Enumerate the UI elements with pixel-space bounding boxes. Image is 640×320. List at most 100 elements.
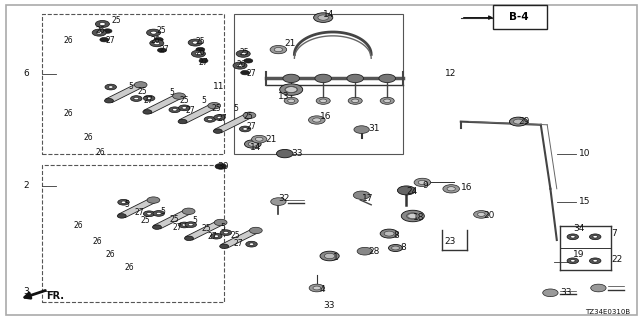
Circle shape bbox=[100, 37, 109, 42]
Text: 33: 33 bbox=[291, 149, 303, 158]
Circle shape bbox=[96, 31, 102, 34]
Circle shape bbox=[152, 225, 161, 229]
Bar bbox=[234, 14, 403, 154]
Text: 25: 25 bbox=[138, 87, 147, 96]
Circle shape bbox=[239, 126, 251, 132]
Polygon shape bbox=[118, 198, 157, 218]
Circle shape bbox=[215, 164, 227, 169]
Circle shape bbox=[314, 13, 333, 22]
Text: 33: 33 bbox=[560, 288, 572, 297]
Circle shape bbox=[380, 97, 394, 104]
Circle shape bbox=[397, 186, 415, 195]
Text: 25: 25 bbox=[179, 96, 189, 105]
Circle shape bbox=[220, 244, 228, 249]
Text: 26: 26 bbox=[96, 148, 106, 156]
Circle shape bbox=[244, 59, 253, 63]
Text: 28: 28 bbox=[368, 247, 380, 256]
Circle shape bbox=[570, 236, 575, 238]
Circle shape bbox=[285, 86, 298, 93]
Text: 26: 26 bbox=[150, 36, 160, 44]
Text: 25: 25 bbox=[202, 224, 211, 233]
Text: 10: 10 bbox=[579, 149, 591, 158]
Circle shape bbox=[250, 227, 262, 234]
Circle shape bbox=[121, 201, 126, 204]
Circle shape bbox=[153, 211, 164, 216]
Text: 25: 25 bbox=[112, 16, 122, 25]
Circle shape bbox=[384, 231, 394, 236]
Circle shape bbox=[309, 284, 324, 292]
Circle shape bbox=[243, 128, 248, 130]
Circle shape bbox=[179, 105, 190, 111]
Circle shape bbox=[118, 199, 129, 205]
Circle shape bbox=[312, 118, 321, 122]
Circle shape bbox=[477, 212, 485, 216]
Text: 26: 26 bbox=[106, 250, 115, 259]
Circle shape bbox=[208, 102, 221, 109]
Circle shape bbox=[192, 41, 198, 44]
Circle shape bbox=[182, 107, 187, 109]
Circle shape bbox=[172, 108, 177, 111]
Circle shape bbox=[474, 211, 489, 218]
Text: 5: 5 bbox=[125, 200, 130, 209]
Circle shape bbox=[284, 97, 298, 104]
Polygon shape bbox=[154, 210, 192, 229]
Circle shape bbox=[214, 219, 227, 226]
Text: 30: 30 bbox=[218, 162, 229, 171]
Text: 33: 33 bbox=[323, 301, 335, 310]
Text: 25: 25 bbox=[157, 26, 166, 35]
Circle shape bbox=[188, 223, 193, 226]
Text: 27: 27 bbox=[208, 232, 218, 241]
Circle shape bbox=[246, 241, 257, 247]
Circle shape bbox=[169, 107, 180, 113]
Text: 21: 21 bbox=[285, 39, 296, 48]
Circle shape bbox=[318, 15, 328, 20]
Circle shape bbox=[380, 229, 398, 238]
Text: 13: 13 bbox=[278, 92, 290, 100]
Circle shape bbox=[217, 116, 222, 119]
Text: 25: 25 bbox=[243, 112, 253, 121]
Circle shape bbox=[150, 40, 164, 47]
Circle shape bbox=[270, 45, 287, 54]
Text: 27: 27 bbox=[186, 106, 195, 115]
Circle shape bbox=[213, 129, 222, 133]
Circle shape bbox=[388, 244, 403, 252]
Polygon shape bbox=[186, 221, 224, 240]
Circle shape bbox=[352, 99, 359, 102]
Text: 27: 27 bbox=[134, 208, 144, 217]
Bar bbox=[42, 165, 224, 302]
Text: 3: 3 bbox=[23, 287, 29, 296]
Text: 26: 26 bbox=[237, 60, 246, 68]
Text: 26: 26 bbox=[195, 48, 205, 57]
Circle shape bbox=[134, 82, 147, 88]
Circle shape bbox=[543, 289, 558, 297]
Circle shape bbox=[191, 50, 205, 57]
Text: 23: 23 bbox=[445, 237, 456, 246]
Text: 26: 26 bbox=[93, 237, 102, 246]
Text: 27: 27 bbox=[234, 239, 243, 248]
Text: 26: 26 bbox=[74, 221, 83, 230]
Circle shape bbox=[154, 42, 160, 45]
Text: 27: 27 bbox=[106, 36, 115, 44]
Circle shape bbox=[147, 197, 160, 203]
Circle shape bbox=[593, 260, 598, 262]
Text: 5: 5 bbox=[170, 88, 175, 97]
Text: B-4: B-4 bbox=[509, 12, 528, 22]
Text: 26: 26 bbox=[96, 26, 106, 35]
Circle shape bbox=[567, 258, 579, 264]
Text: 29: 29 bbox=[518, 117, 530, 126]
Circle shape bbox=[147, 97, 152, 100]
Circle shape bbox=[354, 126, 369, 133]
Circle shape bbox=[147, 29, 161, 36]
Circle shape bbox=[283, 74, 300, 83]
Text: 4: 4 bbox=[320, 285, 326, 294]
Circle shape bbox=[143, 211, 155, 217]
Text: 25: 25 bbox=[195, 37, 205, 46]
Circle shape bbox=[406, 213, 419, 219]
Circle shape bbox=[414, 178, 431, 187]
Circle shape bbox=[274, 48, 283, 52]
Circle shape bbox=[233, 62, 247, 69]
Text: 26: 26 bbox=[64, 109, 74, 118]
Text: 22: 22 bbox=[611, 255, 623, 264]
Text: FR.: FR. bbox=[46, 291, 64, 301]
Circle shape bbox=[353, 191, 370, 199]
